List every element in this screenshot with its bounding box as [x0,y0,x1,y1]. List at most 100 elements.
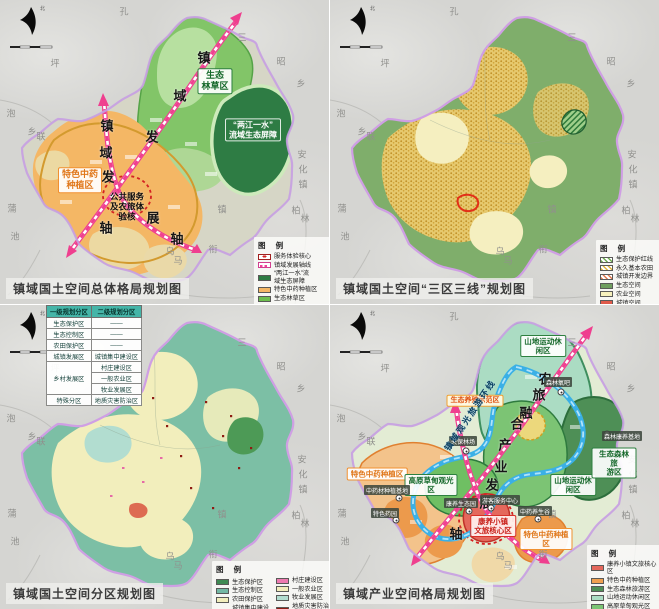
legend-item: 农田保护区 [216,596,270,603]
legend-label: 农业空间 [616,290,641,298]
legend-item: 生态森林旅游区 [591,586,659,593]
table-cell-level2: 牧业发展区 [90,383,143,395]
legend-swatch [216,579,229,586]
legend-label: 镇域发展轴线 [274,261,312,269]
panel-industry-pattern: 孔三昭乡坪泡乡联安化镇镇柏林蒲池乌马衔乡农旅融合产业发展轴山地运动休 闲区生态养… [330,305,659,609]
legend-item: 生态控制区 [216,587,270,594]
legend-swatch [258,253,271,260]
table-cell-level1: 特殊分区 [46,394,92,406]
table-cell-level1: 生态控制区 [46,328,92,340]
north-compass-icon [350,312,366,340]
legend-swatch [258,286,271,293]
legend-swatch [600,274,613,280]
map-caption: 镇域国土空间总体格局规划图 [6,278,190,299]
legend-swatch [276,577,289,584]
table-cell-level2: —— [90,328,143,340]
table-header: 二级规划分区 [90,305,143,318]
table-cell-level1: 乡村发展区 [46,361,92,395]
legend-item: 服务体验核心 [258,253,329,260]
table-cell-level2: —— [90,339,143,351]
legend-label: 村庄建设区 [292,577,323,584]
legend: 图 例 生态保护区生态控制区农田保护区城镇集中建设区 村庄建设区一般农业区牧业发展… [212,561,329,609]
legend-label: 生态空间 [616,282,641,290]
legend-item: 镇域发展轴线 [258,262,329,269]
legend-item: 一般农业区 [276,586,329,593]
north-label: 北 [370,311,376,317]
legend-swatch [600,265,613,272]
legend-label: 生态控制区 [232,587,263,595]
legend-swatch [591,577,604,584]
legend-swatch [591,603,604,609]
legend-item: 城镇开发边界 [600,273,659,280]
legend-swatch [600,300,613,304]
scale-bar [10,45,53,49]
table-cell-level2: 村庄建设区 [90,361,143,373]
legend-label: 康养小镇文旅核心区 [607,561,657,576]
legend-swatch [591,586,604,593]
legend-swatch [276,586,289,593]
table-cell-level2: 地质灾害防治区 [90,394,143,406]
table-cell-level1: 城镇发展区 [46,350,92,362]
legend-item: 生态空间 [600,282,659,289]
scale-bar [340,350,383,354]
map-caption: 镇域产业空间格局规划图 [336,583,494,604]
table-cell-level2: 城镇集中建设区 [90,350,143,362]
legend-title: 图 例 [216,565,246,574]
legend-item: 牧业发展区 [276,594,329,601]
legend-swatch [600,256,613,263]
legend-swatch [258,274,271,281]
legend-title: 图 例 [600,244,630,253]
table-cell-level2: —— [90,317,143,329]
map-caption: 镇域国土空间“三区三线”规划图 [336,278,534,299]
legend-item: 山地运动休闲区 [591,594,659,601]
table-cell-level2: 一般农业区 [90,372,143,384]
map-canvas-three-lines [330,16,637,304]
north-label: 北 [40,6,46,12]
zoning-classification-table: 一级规划分区 二级规划分区 生态保护区 —— 生态控制区 —— 农田保护区 —— 城镇发展区 城镇… [46,305,143,406]
legend-item: 城镇空间 [600,300,659,304]
table-cell-level1: 生态保护区 [46,317,92,329]
legend-swatch [600,282,613,289]
north-label: 北 [40,311,46,317]
panel-overall-pattern: 孔三昭乡坪泡乡联安化镇镇柏林蒲池乌马衔乡镇域发镇域发轴展轴生态 林草区“两江一水… [0,0,329,304]
table-header: 一级规划分区 [46,305,92,318]
legend-title: 图 例 [258,241,288,250]
panel-three-zones-three-lines: 孔三昭乡坪泡乡联安化镇镇柏林蒲池乌马衔乡 北 图 例 生态保护红线永久基本农田城… [330,0,659,304]
legend-swatch [591,565,604,572]
legend-items: 生态保护红线 永久基本农田 城镇开发边界 生态空间 农业空间 城镇空间 [600,256,659,304]
legend-swatch [276,607,289,609]
legend-item: 城镇集中建设区 [216,605,270,609]
legend-swatch [591,594,604,601]
legend-label: 生态森林旅游区 [607,585,651,593]
legend-swatch [600,291,613,298]
legend-title: 图 例 [591,549,621,558]
legend-item: “两江一水”流 域生态屏障 [258,270,329,285]
legend-items: 康养小镇文旅核心区特色中药种植区生态森林旅游区山地运动休闲区高原草甸观光区生态养… [591,561,659,609]
legend-label: 牧业发展区 [292,594,323,602]
legend-swatch [216,596,229,603]
legend-label: 高原草甸观光区 [607,603,651,609]
legend-item: 村庄建设区 [276,577,329,584]
map-canvas-overall [0,12,307,304]
legend-items: 生态保护区生态控制区农田保护区城镇集中建设区 村庄建设区一般农业区牧业发展区地质灾… [216,577,329,609]
legend-item: 生态保护区 [216,579,270,586]
legend-items: 服务体验核心 镇域发展轴线 “两江一水”流 域生态屏障 特色中药种植区 生态林草区 [258,253,329,302]
legend-item: 康养小镇文旅核心区 [591,561,659,575]
legend-item: 农业空间 [600,291,659,298]
legend-label: 农田保护区 [232,595,263,603]
legend-label: 特色中药种植区 [607,576,651,584]
legend-label: 生态林草区 [274,295,305,303]
north-compass-icon [350,7,366,35]
legend-item: 地质灾害防治区 [276,603,329,609]
north-label: 北 [370,6,376,12]
legend-label: 生态保护红线 [616,256,654,263]
legend-label: 城镇开发边界 [616,273,654,281]
legend-label: 生态保护区 [232,578,263,586]
legend-label: 一般农业区 [292,585,323,593]
legend-label: 地质灾害防治区 [292,603,329,609]
table-cell-level1: 农田保护区 [46,339,92,351]
legend: 图 例 康养小镇文旅核心区 特色中药种植区 生态森林旅游区 山地运动休闲区高原草甸观光… [587,545,659,609]
legend-item: 高原草甸观光区 [591,603,659,609]
scale-bar [340,45,383,49]
